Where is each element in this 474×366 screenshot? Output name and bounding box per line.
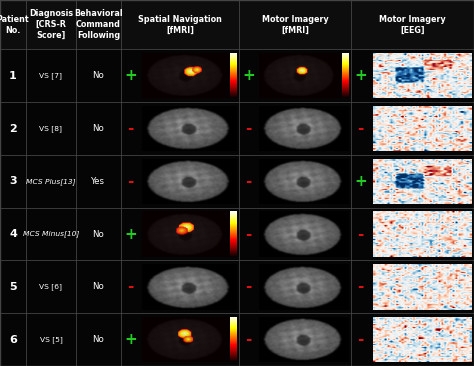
Text: No: No: [92, 335, 104, 344]
Text: -: -: [127, 174, 134, 189]
Text: -: -: [357, 332, 364, 347]
Text: +: +: [354, 174, 367, 189]
Text: MCS Plus[13]: MCS Plus[13]: [26, 178, 76, 185]
Text: MCS Minus[10]: MCS Minus[10]: [23, 231, 79, 238]
Text: +: +: [242, 68, 255, 83]
Text: -: -: [357, 121, 364, 136]
Text: Behavioral
Command
Following: Behavioral Command Following: [74, 9, 123, 40]
Text: VS [5]: VS [5]: [39, 336, 63, 343]
Text: VS [8]: VS [8]: [39, 125, 63, 132]
Bar: [0, 208, 474, 261]
Text: -: -: [245, 279, 252, 294]
Text: Motor Imagery
[EEG]: Motor Imagery [EEG]: [379, 15, 446, 35]
Text: +: +: [354, 68, 367, 83]
Text: No: No: [92, 124, 104, 133]
Text: Motor Imagery
[fMRI]: Motor Imagery [fMRI]: [262, 15, 328, 35]
Text: No: No: [92, 282, 104, 291]
Text: VS [7]: VS [7]: [39, 72, 63, 79]
Bar: [0, 0, 474, 49]
Bar: [0, 155, 474, 208]
Text: -: -: [245, 174, 252, 189]
Text: +: +: [124, 332, 137, 347]
Text: -: -: [245, 227, 252, 242]
Text: +: +: [124, 68, 137, 83]
Text: +: +: [124, 227, 137, 242]
Text: 1: 1: [9, 71, 17, 81]
Text: -: -: [127, 279, 134, 294]
Bar: [0, 49, 474, 102]
Text: Yes: Yes: [91, 177, 105, 186]
Text: No: No: [92, 229, 104, 239]
Text: Spatial Navigation
[fMRI]: Spatial Navigation [fMRI]: [138, 15, 222, 35]
Text: 4: 4: [9, 229, 17, 239]
Text: -: -: [357, 279, 364, 294]
Text: -: -: [245, 332, 252, 347]
Text: Patient
No.: Patient No.: [0, 15, 29, 35]
Bar: [0, 102, 474, 155]
Text: 5: 5: [9, 282, 17, 292]
Text: 6: 6: [9, 335, 17, 345]
Text: Diagnosis
[CRS-R
Score]: Diagnosis [CRS-R Score]: [29, 9, 73, 40]
Bar: [0, 261, 474, 313]
Text: -: -: [245, 121, 252, 136]
Text: -: -: [127, 121, 134, 136]
Text: No: No: [92, 71, 104, 80]
Text: VS [6]: VS [6]: [39, 284, 63, 290]
Bar: [0, 313, 474, 366]
Text: 3: 3: [9, 176, 17, 186]
Text: 2: 2: [9, 124, 17, 134]
Text: -: -: [357, 227, 364, 242]
